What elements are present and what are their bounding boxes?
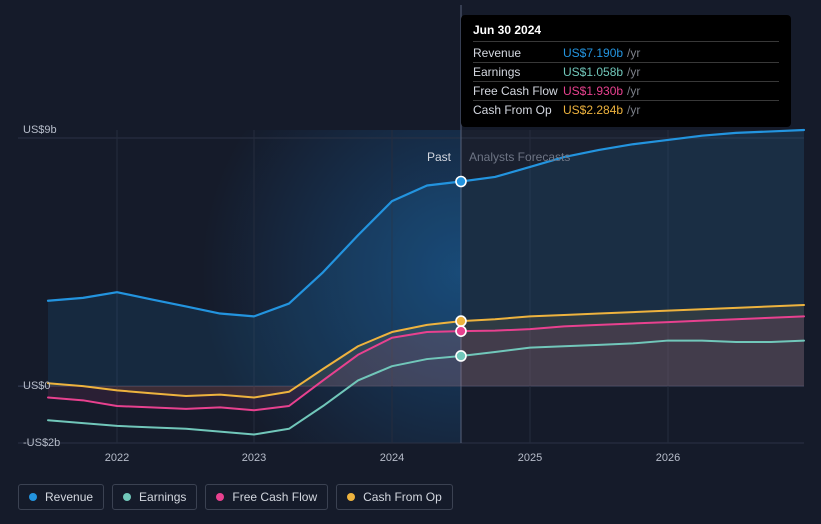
chart-tooltip: Jun 30 2024 Revenue US$7.190b /yr Earnin… [461, 15, 791, 127]
legend-dot-icon [29, 493, 37, 501]
tooltip-row-unit: /yr [627, 103, 640, 117]
tooltip-row-unit: /yr [627, 84, 640, 98]
x-axis-label: 2026 [656, 452, 680, 464]
past-label: Past [427, 150, 451, 164]
tooltip-row-label: Revenue [473, 46, 563, 60]
x-axis-label: 2022 [105, 452, 129, 464]
legend-label: Cash From Op [363, 490, 442, 504]
tooltip-row-value: US$1.930b [563, 84, 623, 98]
tooltip-row-value: US$2.284b [563, 103, 623, 117]
tooltip-row: Free Cash Flow US$1.930b /yr [473, 82, 779, 101]
forecast-label: Analysts Forecasts [469, 150, 570, 164]
tooltip-date: Jun 30 2024 [473, 23, 779, 42]
tooltip-row-label: Cash From Op [473, 103, 563, 117]
y-axis-label: -US$2b [23, 437, 60, 449]
legend-label: Revenue [45, 490, 93, 504]
tooltip-row-value: US$7.190b [563, 46, 623, 60]
legend-dot-icon [216, 493, 224, 501]
x-axis-label: 2025 [518, 452, 542, 464]
legend-dot-icon [123, 493, 131, 501]
x-axis-label: 2024 [380, 452, 404, 464]
x-axis-label: 2023 [242, 452, 266, 464]
y-axis-label: US$0 [23, 380, 51, 392]
tooltip-row: Cash From Op US$2.284b /yr [473, 101, 779, 119]
financial-chart: US$9b US$0 -US$2b 2022 2023 2024 2025 20… [0, 0, 821, 524]
tooltip-row: Earnings US$1.058b /yr [473, 63, 779, 82]
legend-item-earnings[interactable]: Earnings [112, 484, 197, 510]
legend-label: Free Cash Flow [232, 490, 317, 504]
legend-label: Earnings [139, 490, 186, 504]
tooltip-row-unit: /yr [627, 65, 640, 79]
legend-item-revenue[interactable]: Revenue [18, 484, 104, 510]
chart-legend: Revenue Earnings Free Cash Flow Cash Fro… [18, 484, 453, 510]
tooltip-row-value: US$1.058b [563, 65, 623, 79]
legend-item-cash-from-op[interactable]: Cash From Op [336, 484, 453, 510]
y-axis-label: US$9b [23, 124, 57, 136]
tooltip-row-label: Earnings [473, 65, 563, 79]
tooltip-row-unit: /yr [627, 46, 640, 60]
legend-item-free-cash-flow[interactable]: Free Cash Flow [205, 484, 328, 510]
tooltip-row: Revenue US$7.190b /yr [473, 44, 779, 63]
tooltip-row-label: Free Cash Flow [473, 84, 563, 98]
legend-dot-icon [347, 493, 355, 501]
